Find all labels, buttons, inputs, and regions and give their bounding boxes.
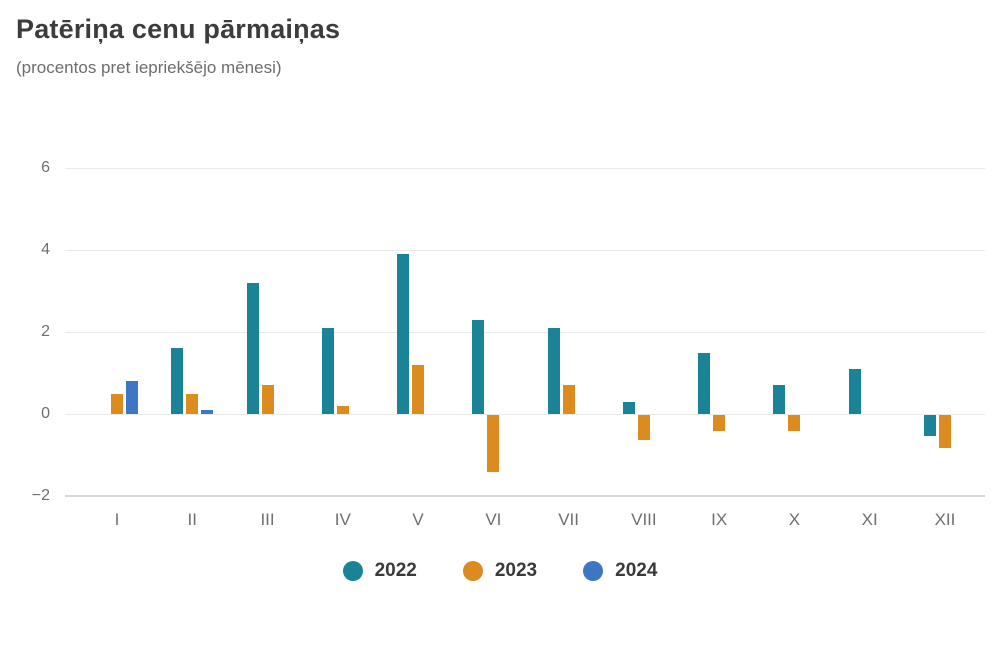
gridline-y4 (65, 250, 985, 251)
bar-2023-III (261, 385, 274, 414)
bar-2022-II (171, 348, 184, 414)
x-axis-tick-label-V: V (412, 510, 424, 529)
legend-item-2022[interactable]: 2022 (342, 560, 417, 582)
bar-2022-XII (923, 415, 936, 436)
legend-marker-icon (342, 561, 363, 581)
legend-marker-icon (462, 561, 483, 581)
legend-marker-icon (583, 561, 604, 581)
bar-2022-III (246, 282, 259, 414)
x-axis-tick-label-XI: XI (861, 510, 878, 529)
x-axis-tick-label-III: III (260, 510, 275, 529)
x-axis-tick-label-XII: XII (934, 510, 956, 529)
bar-2023-II (186, 393, 199, 414)
bar-2023-VIII (637, 415, 650, 440)
gridline-y2 (65, 332, 985, 333)
x-axis-tick-label-VIII: VIII (631, 510, 657, 529)
y-axis-tick-label: −2 (31, 487, 50, 504)
x-axis-tick-label-IX: IX (711, 510, 728, 529)
chart-legend: 2022 2023 2024 (0, 560, 1000, 582)
x-axis-tick-label-VI: VI (485, 510, 502, 529)
x-axis-tick-label-IV: IV (334, 510, 351, 529)
x-axis-line (65, 495, 985, 497)
x-axis-tick-label-II: II (187, 510, 197, 529)
bar-2022-VII (547, 327, 560, 414)
legend-label: 2022 (374, 560, 417, 581)
bar-2023-VII (562, 385, 575, 414)
legend-label: 2024 (615, 560, 658, 581)
bar-chart-plot-area: 6 4 2 0 −2 I II III IV V VI VII VIII IX X XI XII (31, 159, 985, 529)
bar-2022-VIII (622, 401, 635, 414)
bar-2023-X (788, 415, 801, 432)
bar-2022-XI (848, 368, 861, 414)
gridline-y6 (65, 168, 985, 169)
bar-2022-X (773, 385, 786, 414)
x-axis-tick-label-VII: VII (558, 510, 579, 529)
bar-2024-II (201, 409, 214, 414)
chart-title: Patēriņa cenu pārmaiņas (16, 14, 341, 44)
legend-label: 2023 (494, 560, 538, 581)
bar-2023-I (111, 393, 123, 414)
y-axis-tick-label: 6 (41, 159, 50, 176)
gridline-y0 (65, 414, 985, 415)
bar-2022-VI (472, 319, 485, 414)
legend-item-2024[interactable]: 2024 (583, 560, 657, 582)
bar-2023-VI (487, 415, 500, 473)
y-axis-tick-label: 4 (41, 241, 50, 258)
bar-2023-XII (938, 415, 951, 448)
x-axis-tick-label-I: I (114, 510, 120, 529)
y-axis-tick-label: 2 (41, 323, 50, 340)
bar-2022-IV (321, 327, 334, 414)
x-axis-tick-label-X: X (788, 510, 801, 529)
bar-2022-IX (698, 352, 711, 414)
bar-2024-I (126, 381, 138, 414)
bar-2023-V (412, 364, 425, 414)
bar-2023-IV (336, 405, 349, 414)
bar-2022-V (397, 254, 410, 414)
legend-item-2023[interactable]: 2023 (462, 560, 538, 582)
y-axis-tick-label: 0 (41, 405, 50, 422)
chart-subtitle: (procentos pret iepriekšējo mēnesi) (16, 58, 282, 77)
bar-2023-IX (713, 415, 726, 432)
